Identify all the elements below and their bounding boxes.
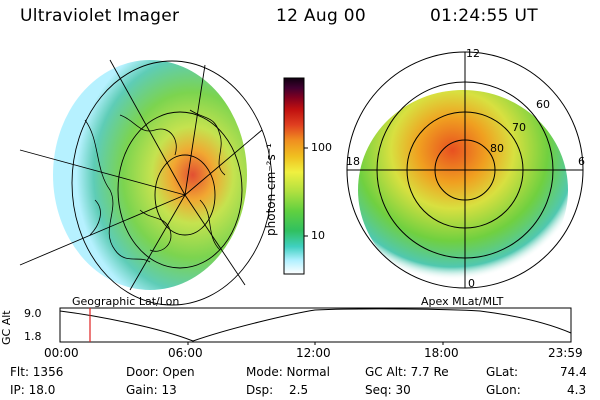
date-label: 12 Aug 00 [276,6,366,26]
mlt-label-0: 0 [468,277,475,290]
geographic-map [19,59,273,306]
door-status: Door: Open [126,365,195,379]
mlat-label-60: 60 [536,98,550,111]
altitude-xtick-2: 12:00 [296,346,331,360]
gc-altitude: GC Alt: 7.7 Re [365,365,449,379]
colorbar-tick-10: 10 [311,229,325,242]
glat-label: GLat: [486,365,519,379]
glat-value: 74.4 [560,365,587,379]
ip-value: IP: 18.0 [10,383,56,397]
altitude-ymin: 1.8 [24,330,42,343]
instrument-title: Ultraviolet Imager [20,6,180,26]
altitude-xtick-0: 00:00 [44,346,79,360]
altitude-xtick-3: 18:00 [424,346,459,360]
dsp-value: 2.5 [289,383,309,397]
altitude-xtick-4: 23:59 [548,346,583,360]
mode-status: Mode: Normal [246,365,330,379]
mlat-label-80: 80 [490,142,504,155]
gain-value: Gain: 13 [126,383,177,397]
left-coastlines [84,109,226,263]
altitude-ymax: 9.0 [24,307,42,320]
altitude-plot [59,307,572,345]
altitude-ylabel: GC Alt [0,310,13,345]
mlat-label-70: 70 [512,121,526,134]
mlt-label-18: 18 [346,155,360,168]
glon-value: 4.3 [567,383,587,397]
flight-number: Flt: 1356 [10,365,64,379]
colorbar-tick-100: 100 [311,141,332,154]
right-aurora-image [358,90,568,290]
left-aurora-image [53,60,247,290]
glon-label: GLon: [486,383,521,397]
sequence-number: Seq: 30 [365,383,411,397]
geographic-caption: Geographic Lat/Lon [72,295,180,308]
altitude-curve [59,308,572,342]
mlt-label-6: 6 [578,155,585,168]
colorbar [283,77,308,275]
colorbar-label: photon cm⁻²s⁻¹ [264,143,278,236]
mlt-label-12: 12 [466,47,480,60]
altitude-xtick-1: 06:00 [168,346,203,360]
time-label: 01:24:55 UT [430,6,538,26]
dsp-label: Dsp: [246,383,274,397]
magnetic-caption: Apex MLat/MLT [421,295,504,308]
magnetic-map [346,51,584,290]
right-grid [346,51,584,289]
left-graticule [19,59,273,306]
